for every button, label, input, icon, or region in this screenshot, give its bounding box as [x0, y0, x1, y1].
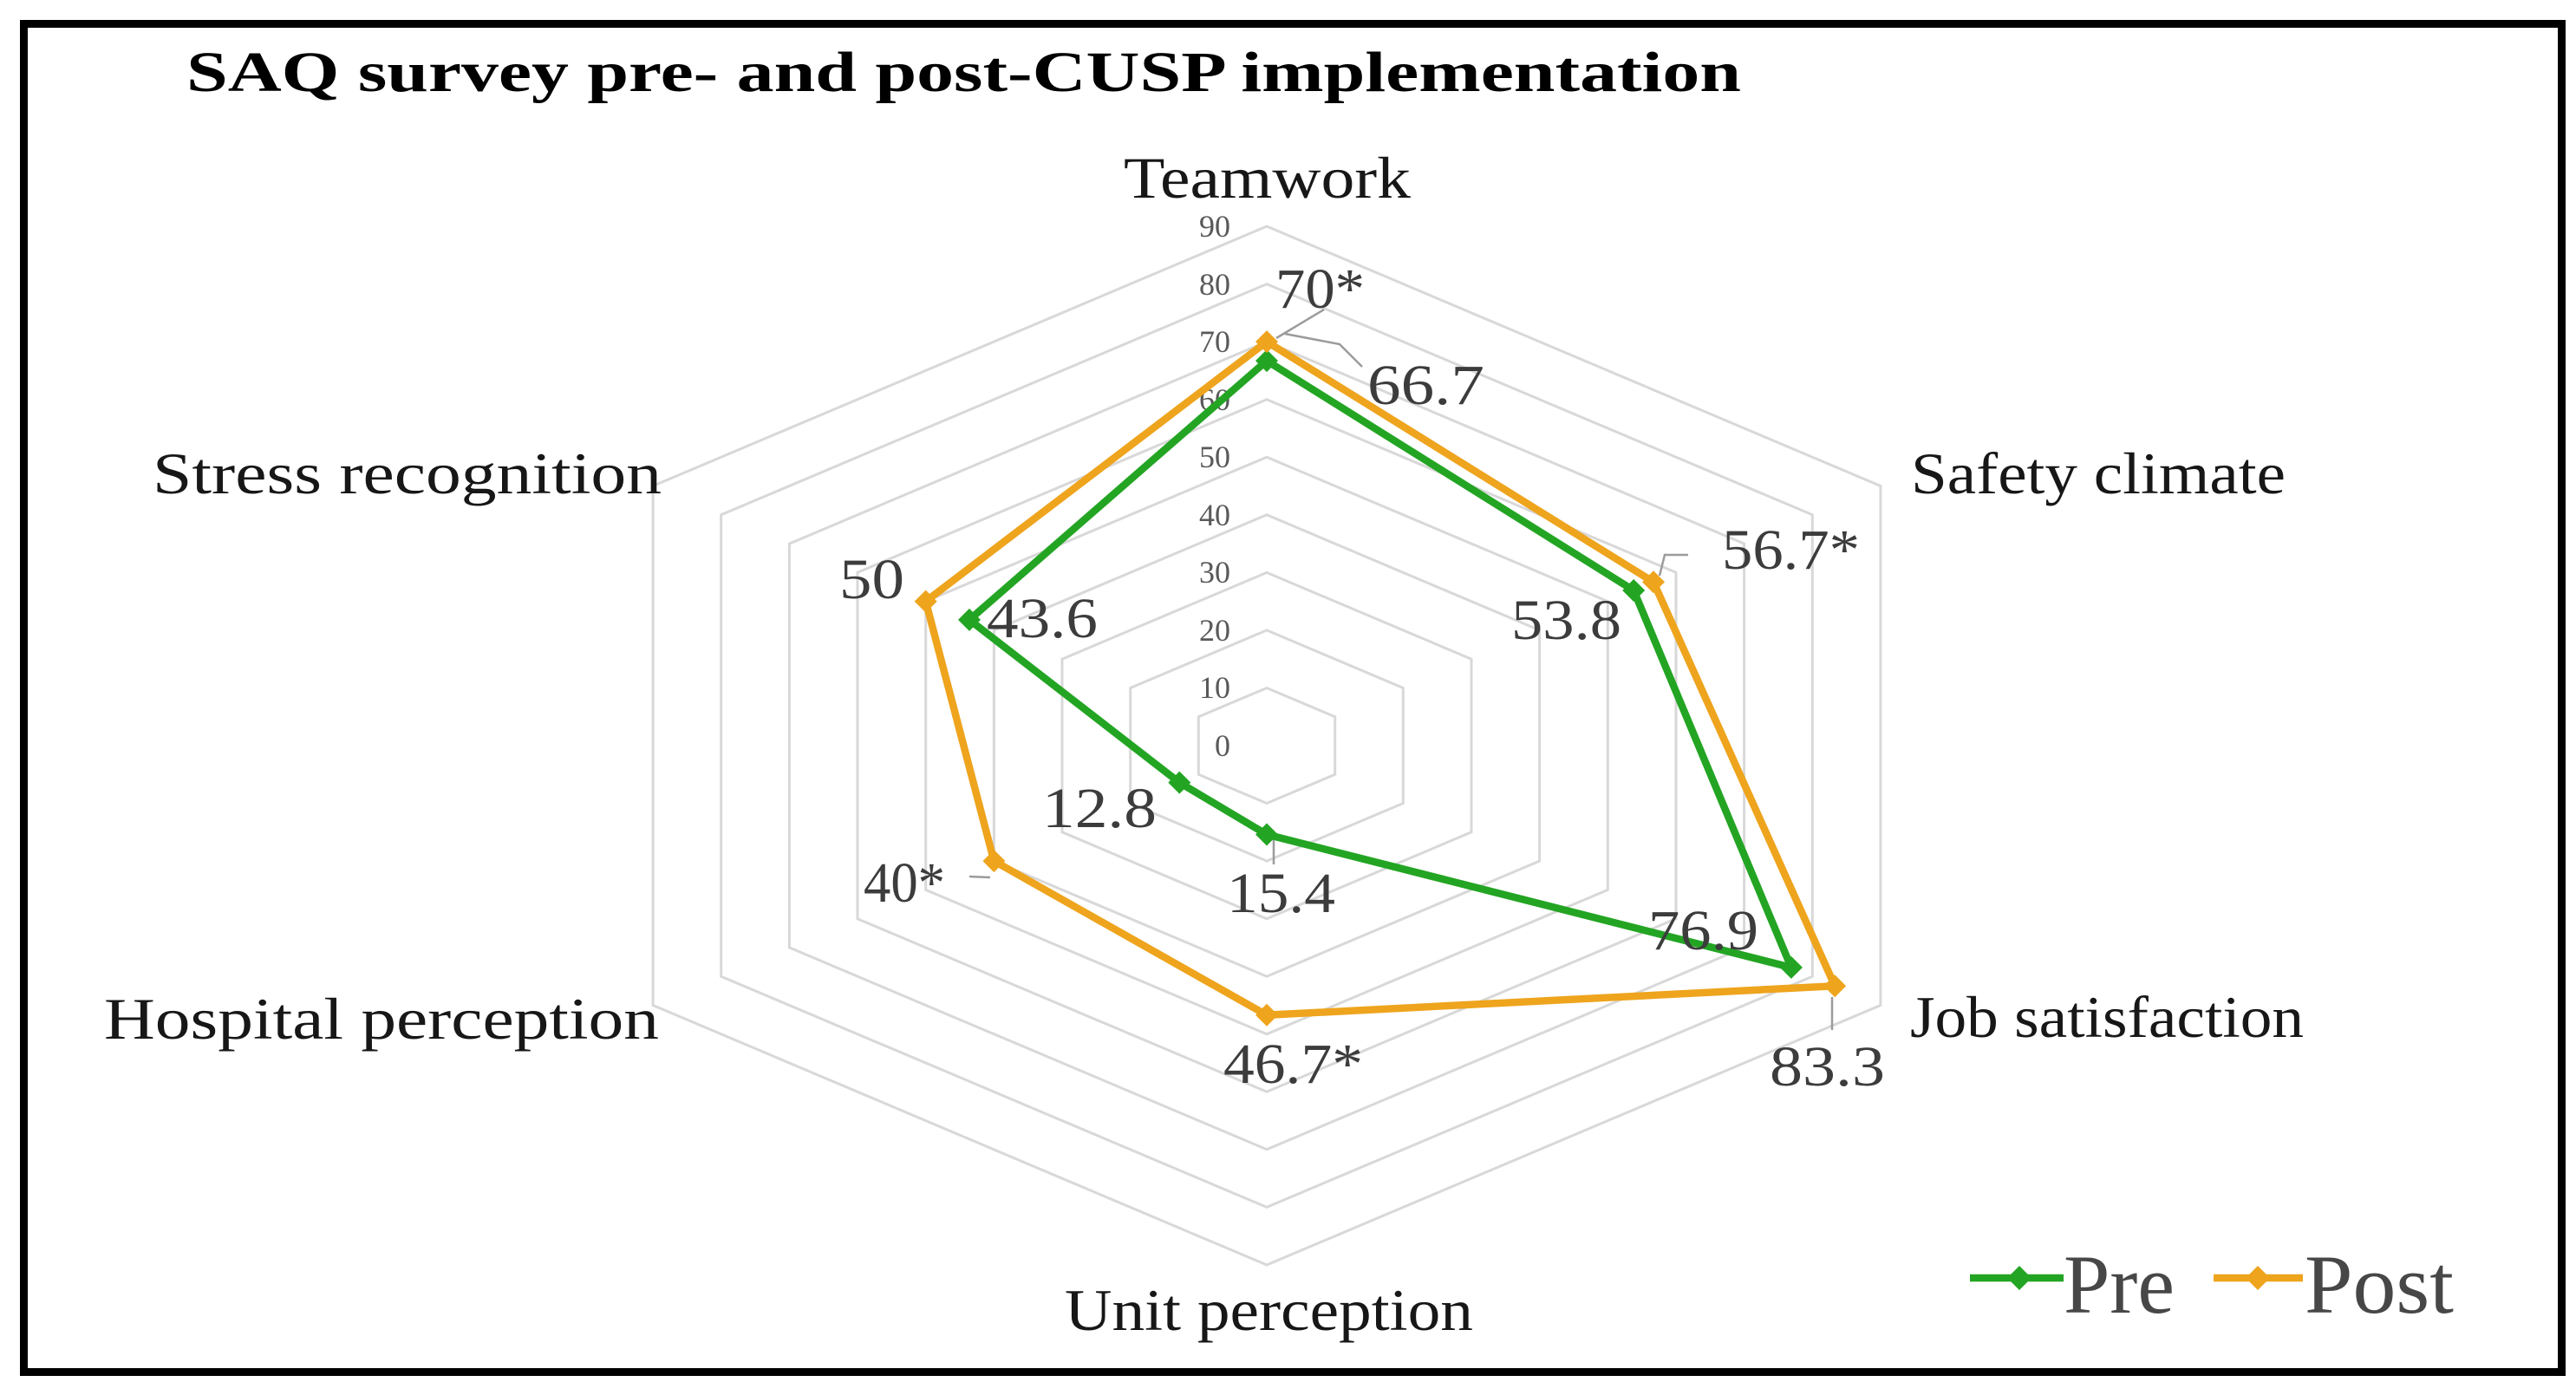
svg-text:30: 30	[1199, 555, 1230, 590]
svg-text:Stress recognition: Stress recognition	[153, 440, 662, 506]
svg-text:50: 50	[1199, 440, 1230, 474]
svg-text:Hospital perception: Hospital perception	[104, 986, 659, 1052]
svg-text:80: 80	[1199, 267, 1230, 302]
svg-text:70: 70	[1199, 324, 1230, 359]
svg-text:40*: 40*	[864, 851, 945, 915]
svg-text:Unit perception: Unit perception	[1065, 1277, 1473, 1343]
svg-text:0: 0	[1215, 728, 1230, 763]
svg-text:15.4: 15.4	[1227, 862, 1335, 925]
svg-text:83.3: 83.3	[1770, 1035, 1885, 1098]
svg-text:53.8: 53.8	[1511, 589, 1621, 652]
svg-text:90: 90	[1199, 209, 1230, 244]
svg-text:50: 50	[839, 548, 904, 611]
svg-text:Safety climate: Safety climate	[1911, 440, 2286, 506]
svg-text:10: 10	[1199, 670, 1230, 705]
svg-text:56.7*: 56.7*	[1722, 518, 1860, 582]
svg-text:SAQ survey pre- and post-CUSP: SAQ survey pre- and post-CUSP implementa…	[186, 41, 1741, 104]
svg-text:12.8: 12.8	[1042, 777, 1157, 840]
svg-text:40: 40	[1199, 498, 1230, 532]
svg-text:Teamwork: Teamwork	[1124, 145, 1411, 211]
svg-text:20: 20	[1199, 613, 1230, 648]
svg-text:66.7: 66.7	[1367, 354, 1484, 417]
svg-text:Pre: Pre	[2064, 1238, 2175, 1331]
svg-text:43.6: 43.6	[987, 587, 1098, 650]
svg-text:Post: Post	[2305, 1238, 2454, 1331]
svg-text:76.9: 76.9	[1648, 899, 1758, 962]
svg-text:46.7*: 46.7*	[1223, 1033, 1363, 1096]
svg-text:70*: 70*	[1275, 257, 1365, 321]
svg-text:Job satisfaction: Job satisfaction	[1910, 984, 2304, 1050]
